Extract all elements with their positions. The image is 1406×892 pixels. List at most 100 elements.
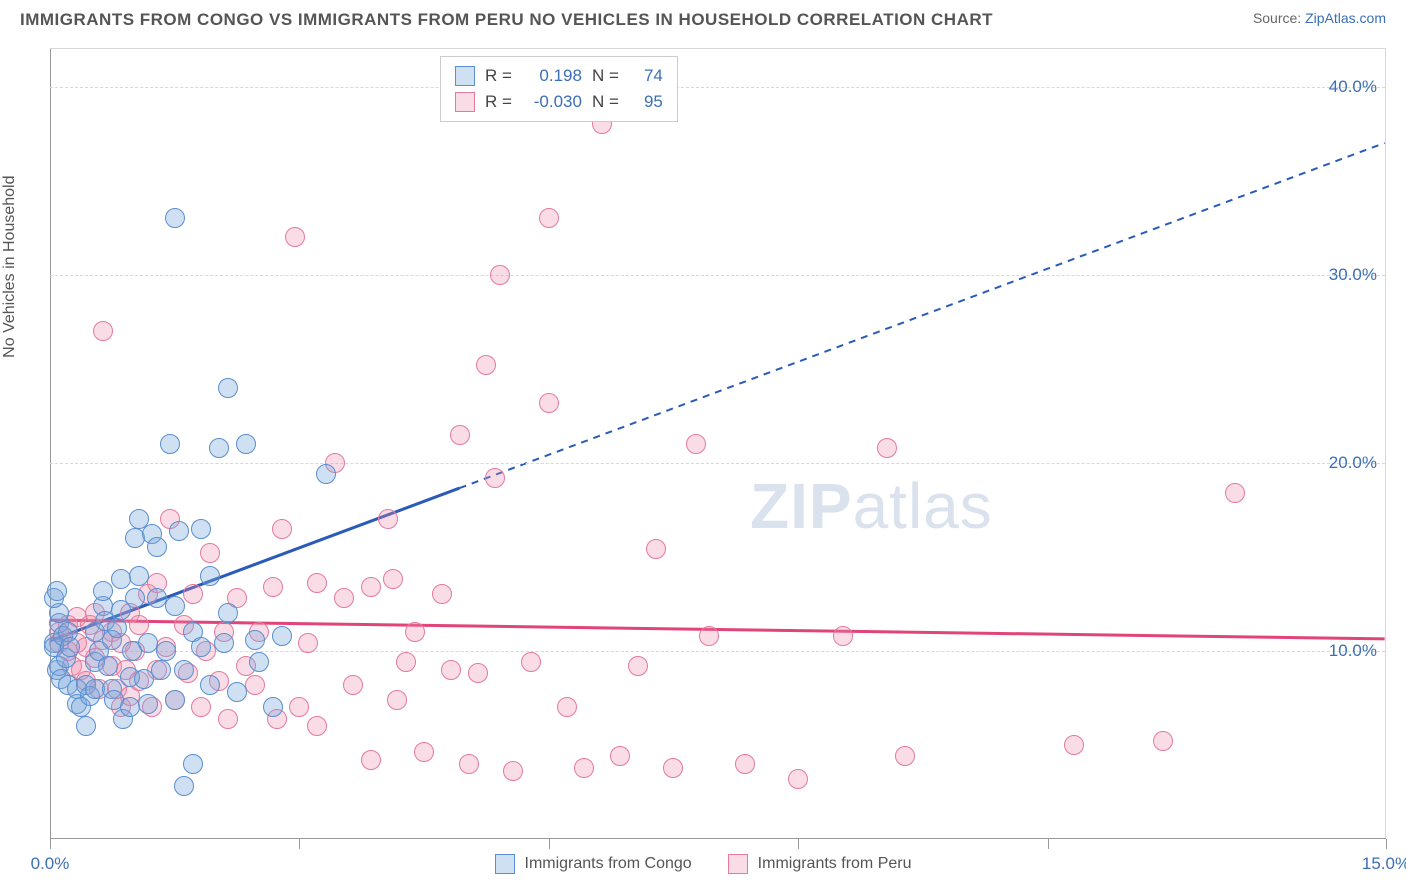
y-tick-label: 30.0% [1329,265,1377,285]
x-tick [1386,839,1387,849]
source-citation: Source: ZipAtlas.com [1253,10,1386,26]
data-point [125,528,145,548]
y-axis-label: No Vehicles in Household [1,175,19,357]
correlation-legend: R = 0.198 N = 74 R = -0.030 N = 95 [440,56,678,122]
data-point [272,519,292,539]
data-point [47,581,67,601]
chart-title: IMMIGRANTS FROM CONGO VS IMMIGRANTS FROM… [20,10,993,30]
y-tick-label: 40.0% [1329,77,1377,97]
data-point [735,754,755,774]
data-point [459,754,479,774]
data-point [441,660,461,680]
data-point [245,630,265,650]
data-point [1225,483,1245,503]
x-tick [549,839,550,849]
legend-item-peru: Immigrants from Peru [728,854,912,874]
data-point [151,660,171,680]
data-point [1153,731,1173,751]
data-point [485,468,505,488]
data-point [93,321,113,341]
data-point [788,769,808,789]
data-point [833,626,853,646]
data-point [218,709,238,729]
x-axis [50,838,1386,839]
x-tick-label: 15.0% [1362,854,1406,874]
data-point [218,603,238,623]
watermark: ZIPatlas [750,469,993,543]
n-value-peru: 95 [629,89,663,115]
data-point [289,697,309,717]
data-point [134,669,154,689]
legend-row-congo: R = 0.198 N = 74 [455,63,663,89]
data-point [490,265,510,285]
data-point [111,569,131,589]
r-value-congo: 0.198 [522,63,582,89]
gridline [50,87,1385,88]
x-tick [299,839,300,849]
data-point [138,694,158,714]
data-point [120,697,140,717]
legend-item-congo: Immigrants from Congo [495,854,692,874]
data-point [98,656,118,676]
data-point [218,378,238,398]
data-point [539,208,559,228]
series-legend: Immigrants from Congo Immigrants from Pe… [0,854,1406,874]
data-point [183,584,203,604]
r-value-peru: -0.030 [522,89,582,115]
swatch-congo-icon [495,854,515,874]
data-point [574,758,594,778]
data-point [285,227,305,247]
data-point [191,697,211,717]
data-point [361,577,381,597]
data-point [200,566,220,586]
data-point [334,588,354,608]
data-point [125,588,145,608]
x-tick [798,839,799,849]
legend-row-peru: R = -0.030 N = 95 [455,89,663,115]
data-point [378,509,398,529]
swatch-congo [455,66,475,86]
gridline [50,275,1385,276]
data-point [1064,735,1084,755]
data-point [147,537,167,557]
data-point [895,746,915,766]
data-point [200,675,220,695]
data-point [107,618,127,638]
data-point [245,675,265,695]
data-point [156,641,176,661]
data-point [191,519,211,539]
x-tick [50,839,51,849]
data-point [361,750,381,770]
data-point [227,682,247,702]
data-point [263,697,283,717]
data-point [405,622,425,642]
data-point [165,596,185,616]
data-point [236,434,256,454]
data-point [76,716,96,736]
n-value-congo: 74 [629,63,663,89]
data-point [699,626,719,646]
source-link[interactable]: ZipAtlas.com [1305,10,1386,26]
data-point [646,539,666,559]
gridline [50,651,1385,652]
data-point [686,434,706,454]
data-point [129,566,149,586]
data-point [165,690,185,710]
chart-header: IMMIGRANTS FROM CONGO VS IMMIGRANTS FROM… [0,0,1406,38]
swatch-peru-icon [728,854,748,874]
data-point [214,633,234,653]
plot-area: ZIPatlas 10.0%20.0%30.0%40.0% [50,48,1386,838]
x-tick [1048,839,1049,849]
data-point [610,746,630,766]
y-tick-label: 10.0% [1329,641,1377,661]
data-point [191,637,211,657]
data-point [169,521,189,541]
data-point [160,434,180,454]
data-point [209,438,229,458]
data-point [877,438,897,458]
data-point [165,208,185,228]
data-point [307,573,327,593]
data-point [663,758,683,778]
data-point [93,581,113,601]
data-point [343,675,363,695]
